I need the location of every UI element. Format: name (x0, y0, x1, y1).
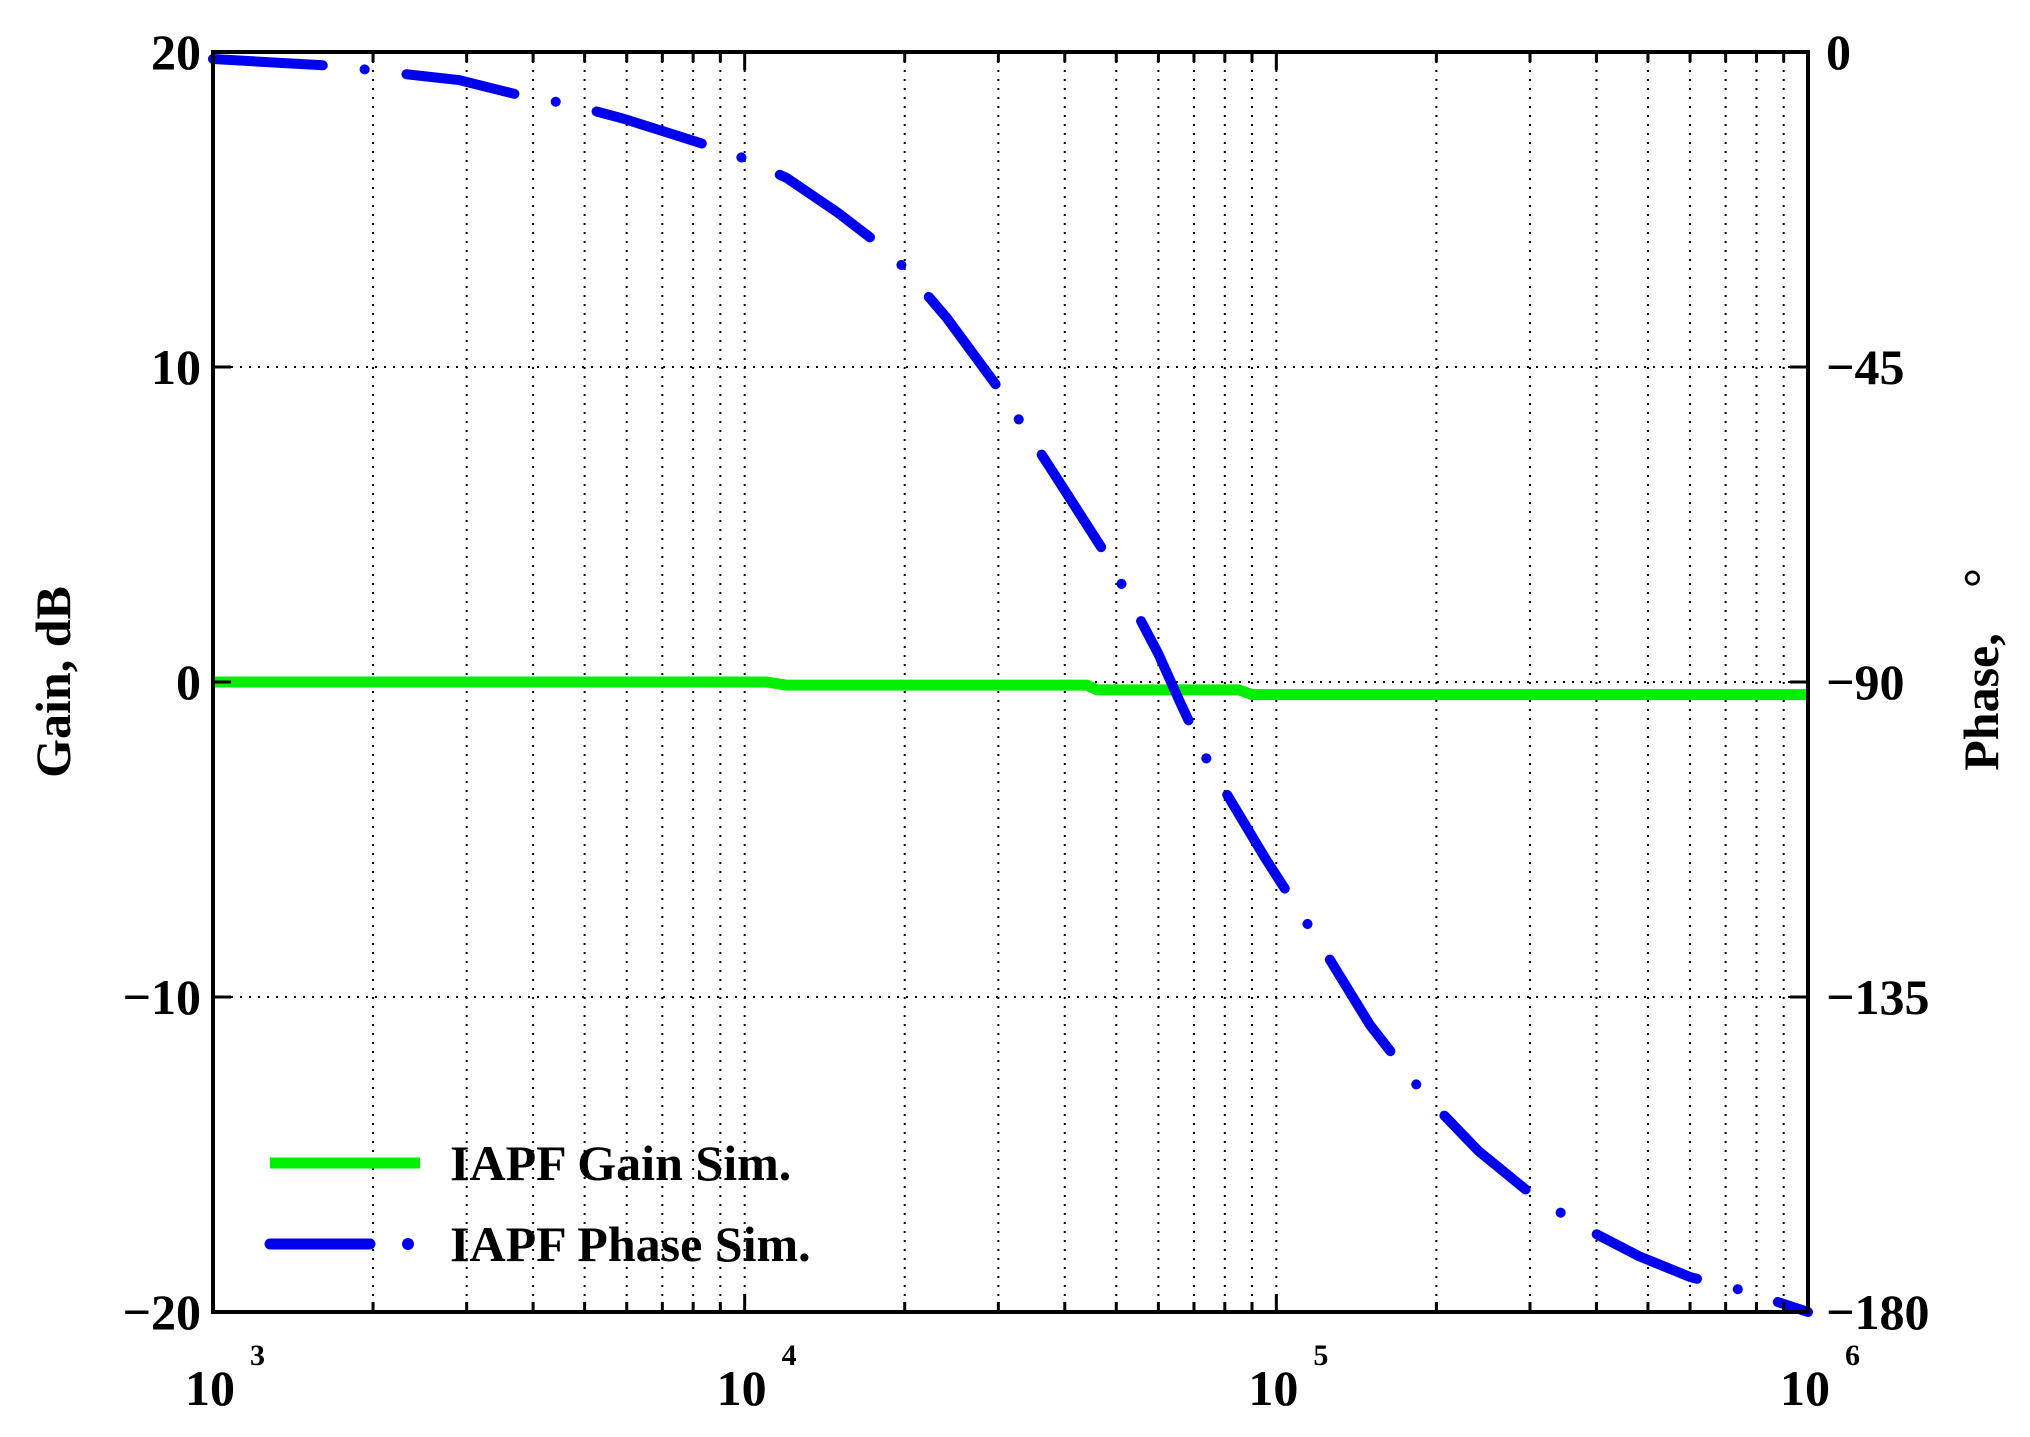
x-tick-label-base: 10 (185, 1360, 235, 1416)
y-left-tick-label: 10 (151, 339, 201, 395)
x-tick-label-exponent: 5 (1313, 1339, 1328, 1372)
y-axis-left-title: Gain, dB (25, 586, 81, 778)
y-right-tick-label: −45 (1826, 339, 1905, 395)
legend-gain-label: IAPF Gain Sim. (450, 1135, 791, 1191)
x-tick-label-exponent: 6 (1845, 1339, 1860, 1372)
y-right-tick-label: −90 (1826, 654, 1905, 710)
y-right-tick-label: 0 (1826, 24, 1851, 80)
x-tick-label-base: 10 (1780, 1360, 1830, 1416)
x-tick-label: 10 3 (185, 1339, 265, 1416)
x-tick-label-base: 10 (1248, 1360, 1298, 1416)
y-left-tick-label: −10 (123, 969, 202, 1025)
phase-curve (208, 54, 1813, 1317)
x-tick-label: 10 4 (717, 1339, 797, 1416)
y-axis-right-title-unit: ° (1953, 568, 2009, 588)
y-right-tick-label: −180 (1826, 1284, 1930, 1340)
gain-curve (213, 676, 1808, 701)
y-left-tick-label: 20 (151, 24, 201, 80)
x-tick-label-exponent: 4 (782, 1339, 797, 1372)
y-left-tick-label: −20 (123, 1284, 202, 1340)
y-axis-right-title: Phase, ° (1953, 568, 2009, 771)
legend: IAPF Gain Sim. IAPF Phase Sim. (264, 1135, 811, 1272)
tick-marks (213, 50, 1808, 1314)
y-right-tick-label: −135 (1826, 969, 1930, 1025)
y-left-tick-label: 0 (176, 654, 201, 710)
x-tick-label-base: 10 (717, 1360, 767, 1416)
tick-labels: 20 10 0 −10 −20 0 −45 −90 −135 −180 10 3 10 4 10 5 10 6 (123, 24, 1930, 1416)
x-tick-label: 10 5 (1248, 1339, 1328, 1416)
y-axis-right-title-text: Phase, (1953, 633, 2009, 771)
x-tick-label: 10 6 (1780, 1339, 1860, 1416)
legend-phase-dot (402, 1238, 414, 1250)
legend-phase-label: IAPF Phase Sim. (450, 1216, 811, 1272)
series-layer (208, 54, 1813, 1317)
x-tick-label-exponent: 3 (250, 1339, 265, 1372)
